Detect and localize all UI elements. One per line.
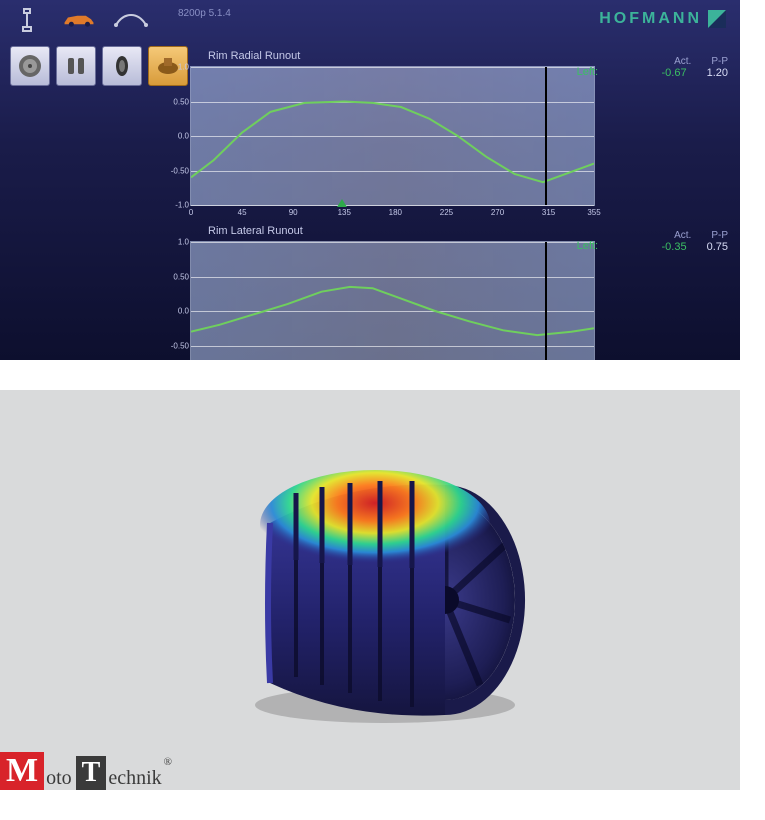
car-icon[interactable]: [62, 6, 96, 34]
x-tick-label: 315: [542, 208, 555, 217]
marker-icon: [337, 199, 347, 207]
act-header: Act.: [674, 56, 691, 67]
logo-m-box: M: [0, 752, 44, 790]
pp-header: P-P: [711, 230, 728, 241]
y-tick-label: 1.0: [169, 63, 189, 72]
pp-value: 1.20: [707, 67, 728, 79]
y-tick-label: 0.0: [169, 132, 189, 141]
bracket-icon[interactable]: [114, 6, 148, 34]
y-tick-label: 0.50: [169, 272, 189, 281]
x-tick-label: 355: [587, 208, 600, 217]
act-value: -0.67: [662, 67, 687, 79]
chart1-side-label: Left:: [577, 66, 598, 78]
mototechnik-logo: M oto T echnik ®: [0, 752, 172, 790]
act-header: Act.: [674, 230, 691, 241]
wheel-disc-button[interactable]: [10, 46, 50, 86]
chart-title: Rim Radial Runout: [208, 50, 595, 62]
lateral-runout-chart: Rim Lateral Runout -0.500.00.501.0: [190, 225, 595, 360]
logo-t-box: T: [76, 756, 107, 790]
x-tick-label: 90: [289, 208, 298, 217]
diagnostic-app-window: 8200p 5.1.4 HOFMANN Rim Radial Runout -1…: [0, 0, 740, 360]
y-tick-label: -0.50: [169, 341, 189, 350]
act-value: -0.35: [662, 241, 687, 253]
y-tick-label: 0.50: [169, 97, 189, 106]
logo-oto: oto: [46, 767, 72, 790]
chart-plot-area[interactable]: -1.0-0.500.00.501.0045901351802252703153…: [190, 66, 595, 206]
chart1-readout: Act. P-P -0.67 1.20: [603, 56, 728, 79]
radial-runout-chart: Rim Radial Runout -1.0-0.500.00.501.0045…: [190, 50, 595, 206]
y-tick-label: -0.50: [169, 166, 189, 175]
pp-value: 0.75: [707, 241, 728, 253]
chart2-side-label: Left:: [577, 240, 598, 252]
y-tick-label: -1.0: [169, 201, 189, 210]
cursor-line[interactable]: [545, 242, 547, 360]
version-label: 8200p 5.1.4: [178, 8, 231, 19]
chart-plot-area[interactable]: -0.500.00.501.0: [190, 241, 595, 360]
brand-text: HOFMANN: [599, 10, 702, 28]
x-tick-label: 135: [338, 208, 351, 217]
clamp-icon[interactable]: [10, 6, 44, 34]
brand-square-icon: [708, 10, 726, 28]
pp-header: P-P: [711, 56, 728, 67]
x-tick-label: 0: [189, 208, 193, 217]
tire-heatmap-panel: M oto T echnik ®: [0, 390, 740, 790]
x-tick-label: 270: [491, 208, 504, 217]
tire-3d-render: [200, 445, 540, 735]
top-toolbar: [10, 6, 148, 34]
logo-registered: ®: [164, 756, 172, 768]
y-tick-label: 1.0: [169, 238, 189, 247]
chart2-readout: Act. P-P -0.35 0.75: [603, 230, 728, 253]
logo-echnik: echnik: [108, 767, 161, 790]
x-tick-label: 45: [238, 208, 247, 217]
tire-width-button[interactable]: [56, 46, 96, 86]
x-tick-label: 225: [440, 208, 453, 217]
mode-buttons: [10, 46, 188, 86]
chart-title: Rim Lateral Runout: [208, 225, 595, 237]
cursor-line[interactable]: [545, 67, 547, 205]
x-tick-label: 180: [389, 208, 402, 217]
tire-profile-button[interactable]: [102, 46, 142, 86]
brand-logo: HOFMANN: [599, 10, 726, 28]
y-tick-label: 0.0: [169, 307, 189, 316]
